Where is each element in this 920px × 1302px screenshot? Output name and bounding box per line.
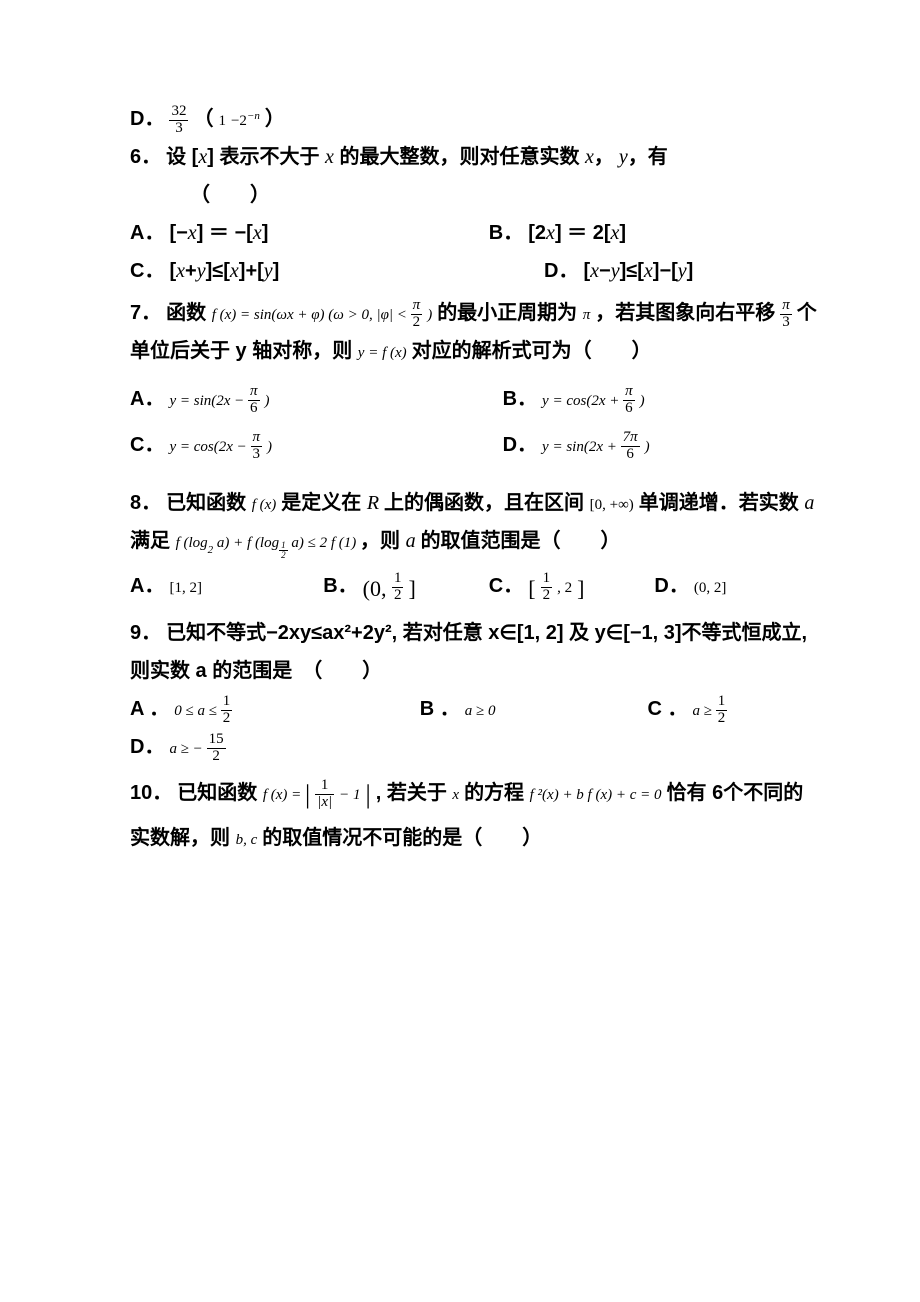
q7-fx: f (x) = sin(ωx + φ) (ω > 0, |φ| < xyxy=(212,307,411,323)
q9-option-c: C ． a ≥ 12 xyxy=(647,690,820,728)
q7: 7． 函数 f (x) = sin(ωx + φ) (ω > 0, |φ| < … xyxy=(130,294,820,370)
q9-options-row1: A ． 0 ≤ a ≤ 12 B ． a ≥ 0 C ． a ≥ 12 xyxy=(130,690,820,728)
var-y: y xyxy=(619,146,628,168)
q9-option-d: D． a ≥ − 152 xyxy=(130,728,820,766)
option-label-d: D． xyxy=(130,108,164,130)
q6-stem-d: ，有 xyxy=(628,146,668,168)
open-paren: （ xyxy=(193,108,213,130)
var-x: x xyxy=(585,146,594,168)
frac-pi-2: π 2 xyxy=(411,298,423,331)
q7-option-c: C． y = cos(2x − π3 ) xyxy=(130,426,503,464)
q6: 6． 设 [x] 表示不大于 x 的最大整数，则对任意实数 x， y，有 xyxy=(130,138,820,176)
q9: 9． 已知不等式−2xy≤ax²+2y², 若对任意 x∈[1, 2] 及 y∈… xyxy=(130,614,820,690)
frac-1-absx: 1 |x| xyxy=(315,778,334,811)
q8-option-d: D． (0, 2] xyxy=(654,567,820,610)
q6-option-c: C． [x+y]≤[x]+[y] xyxy=(130,252,544,290)
q6-option-d: D． [x−y]≤[x]−[y] xyxy=(544,252,820,290)
q6-number: 6． xyxy=(130,146,161,168)
q6-options-row1: A． [−x] ＝ −[x] B． [2x] ＝ 2[x] xyxy=(130,214,820,252)
expr-minus2: −2 xyxy=(231,113,247,129)
q7-yfx: y = f (x) xyxy=(358,345,407,361)
q6-blank: （ ） xyxy=(130,176,820,214)
q6-stem-a: 设 [ xyxy=(166,146,198,168)
var-x: x xyxy=(325,146,334,168)
frac-32-3: 32 3 xyxy=(169,104,188,137)
q8-ineq: f (log2 a) + f (log12 a) ≤ 2 f (1) xyxy=(176,535,360,551)
q6-stem-b: ] 表示不大于 xyxy=(207,146,325,168)
q5-option-d: D． 32 3 （ 1 −2−n ） xyxy=(130,100,820,138)
q6-stem-c: 的最大整数，则对任意实数 xyxy=(334,146,585,168)
var-x: x xyxy=(198,146,207,168)
q8: 8． 已知函数 f (x) 是定义在 R 上的偶函数，且在区间 [0, +∞) … xyxy=(130,484,820,561)
q8-option-c: C． [ 12 , 2 ] xyxy=(489,567,655,610)
q9-stem: 已知不等式−2xy≤ax²+2y², 若对任意 x∈[1, 2] 及 y∈[−1… xyxy=(130,622,807,682)
q7-option-d: D． y = sin(2x + 7π6 ) xyxy=(503,426,820,464)
close-paren: ） xyxy=(265,108,285,130)
q6-option-a: A． [−x] ＝ −[x] xyxy=(130,214,489,252)
q8-option-b: B． (0, 12 ] xyxy=(323,567,489,610)
q9-option-b: B ． a ≥ 0 xyxy=(420,690,648,728)
expr-1: 1 xyxy=(218,113,226,129)
q7-option-a: A． y = sin(2x − π6 ) xyxy=(130,380,503,418)
q7-option-b: B． y = cos(2x + π6 ) xyxy=(503,380,820,418)
q7-options-row2: C． y = cos(2x − π3 ) D． y = sin(2x + 7π6… xyxy=(130,426,820,464)
exp-neg-n: −n xyxy=(247,110,260,122)
q10-eq: f ²(x) + b f (x) + c = 0 xyxy=(530,787,662,803)
q6-option-b: B． [2x] ＝ 2[x] xyxy=(489,214,820,252)
q8-options: A． [1, 2] B． (0, 12 ] C． [ 12 , 2 ] D． (… xyxy=(130,567,820,610)
q9-option-a: A ． 0 ≤ a ≤ 12 xyxy=(130,690,420,728)
q6-options-row2: C． [x+y]≤[x]+[y] D． [x−y]≤[x]−[y] xyxy=(130,252,820,290)
q10: 10． 已知函数 f (x) = | 1 |x| − 1 | , 若关于 x 的… xyxy=(130,770,820,857)
frac-pi-3: π 3 xyxy=(780,298,792,331)
q7-options-row1: A． y = sin(2x − π6 ) B． y = cos(2x + π6 … xyxy=(130,380,820,418)
q8-option-a: A． [1, 2] xyxy=(130,567,323,610)
